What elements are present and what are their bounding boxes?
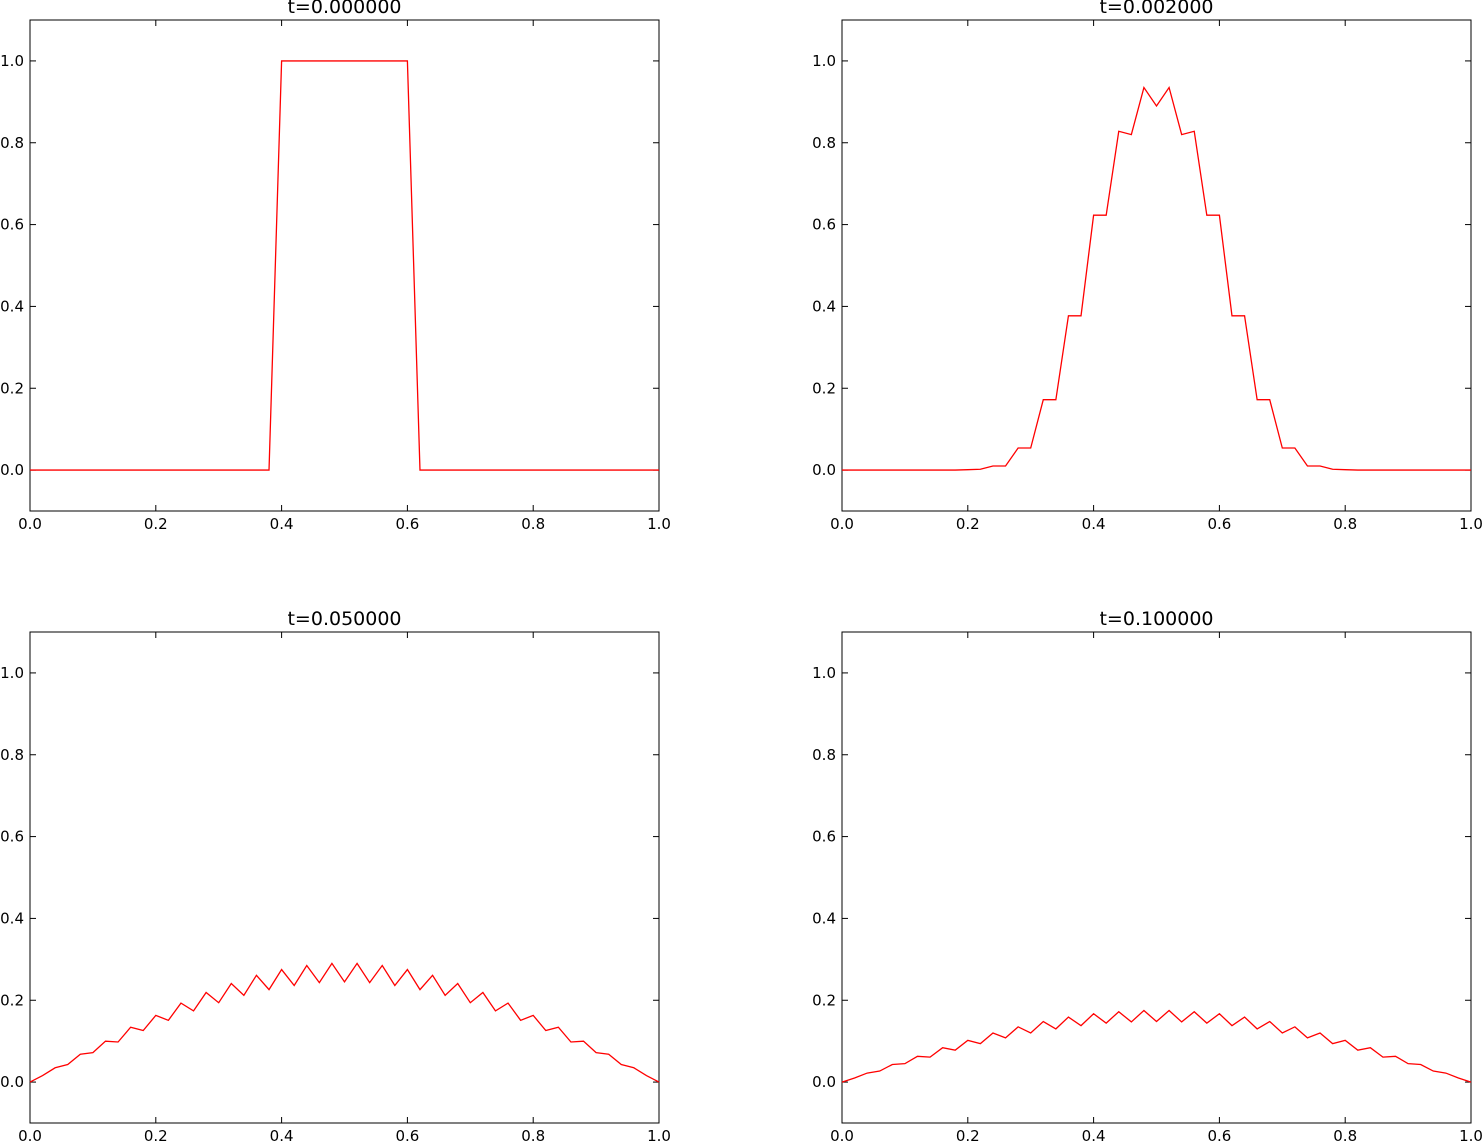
- subplot-1-xtick-label: 0.0: [18, 515, 42, 533]
- subplot-3-xtick-label: 1.0: [647, 1127, 671, 1141]
- subplot-4: t=0.100000 0.0 0.2 0.4 0.6 0.8 1.0 0.0 0.2 0.4 0.…: [812, 608, 1483, 1141]
- subplot-3-xtick-label: 0.8: [521, 1127, 545, 1141]
- subplot-1-title: t=0.000000: [287, 0, 401, 18]
- subplot-4-axes-frame: [841, 631, 1472, 1124]
- subplot-2-ytick-label: 0.2: [812, 379, 836, 397]
- subplot-2-xtick-label: 0.6: [1207, 515, 1231, 533]
- subplot-1-ytick-label: 0.2: [0, 379, 24, 397]
- subplot-3-ytick-label: 0.2: [0, 991, 24, 1009]
- subplot-1-ytick-label: 0.0: [0, 461, 24, 479]
- subplot-4-ytick-label: 0.4: [812, 909, 836, 927]
- subplot-1-xtick-label: 1.0: [647, 515, 671, 533]
- subplot-3-ytick-label: 0.6: [0, 828, 24, 846]
- subplot-4-xtick-label: 0.6: [1207, 1127, 1231, 1141]
- subplot-4-title: t=0.100000: [1099, 608, 1213, 630]
- subplot-2-ytick-label: 0.4: [812, 297, 836, 315]
- subplot-4-xtick-label: 0.2: [956, 1127, 980, 1141]
- subplot-4-ytick-label: 0.6: [812, 828, 836, 846]
- subplot-3-series-line: [29, 962, 660, 1083]
- subplot-2-ytick-label: 1.0: [812, 52, 836, 70]
- subplot-4-ytick-label: 0.2: [812, 991, 836, 1009]
- subplot-4-series-line: [841, 1009, 1472, 1083]
- subplot-2-xtick-label: 0.0: [830, 515, 854, 533]
- subplot-1-xtick-label: 0.6: [395, 515, 419, 533]
- subplot-2-ytick-label: 0.6: [812, 216, 836, 234]
- subplot-3-ytick-label: 0.8: [0, 746, 24, 764]
- subplot-4-ytick-label: 0.8: [812, 746, 836, 764]
- subplot-2-xtick-label: 0.4: [1082, 515, 1106, 533]
- subplot-3-title: t=0.050000: [287, 608, 401, 630]
- subplot-4-xtick-label: 0.0: [830, 1127, 854, 1141]
- subplot-1-series-line: [30, 60, 659, 471]
- subplot-3-ytick-label: 0.0: [0, 1073, 24, 1091]
- subplot-2-title: t=0.002000: [1099, 0, 1213, 18]
- subplot-2: t=0.002000 0.0 0.2 0.4 0.6 0.8 1.0 0.0 0.2 0.4 0.…: [812, 0, 1483, 533]
- subplot-1-ytick-label: 1.0: [0, 52, 24, 70]
- subplot-4-xtick-label: 0.4: [1082, 1127, 1106, 1141]
- subplot-3-ytick-label: 0.4: [0, 909, 24, 927]
- subplot-1-ytick-label: 0.6: [0, 216, 24, 234]
- subplot-3-axes-frame: [29, 631, 660, 1124]
- subplot-3-xtick-label: 0.6: [395, 1127, 419, 1141]
- subplot-4-ytick-label: 1.0: [812, 664, 836, 682]
- subplot-2-xtick-label: 0.2: [956, 515, 980, 533]
- subplot-2-xtick-label: 0.8: [1333, 515, 1357, 533]
- subplot-2-xtick-label: 1.0: [1459, 515, 1483, 533]
- subplot-2-ytick-label: 0.8: [812, 134, 836, 152]
- subplot-2-series-line: [842, 85, 1471, 471]
- subplot-3-xtick-label: 0.2: [144, 1127, 168, 1141]
- subplot-3-xtick-label: 0.0: [18, 1127, 42, 1141]
- subplot-1-ytick-label: 0.8: [0, 134, 24, 152]
- subplot-1-xtick-label: 0.8: [521, 515, 545, 533]
- subplot-1-ytick-label: 0.4: [0, 297, 24, 315]
- subplot-1: t=0.000000 0.0 0.2 0.4 0.6 0.8 1.0 0.0 0.2 0.4 0.…: [0, 0, 671, 533]
- subplot-1-xtick-label: 0.4: [270, 515, 294, 533]
- subplot-2-axes-frame: [841, 19, 1472, 512]
- subplot-3: t=0.050000 0.0 0.2 0.4 0.6 0.8 1.0 0.0 0.2 0.4 0.…: [0, 608, 671, 1141]
- subplot-1-xtick-label: 0.2: [144, 515, 168, 533]
- subplot-3-xtick-label: 0.4: [270, 1127, 294, 1141]
- subplot-4-xtick-label: 0.8: [1333, 1127, 1357, 1141]
- subplot-1-axes-frame: [29, 19, 660, 512]
- subplot-4-xtick-label: 1.0: [1459, 1127, 1483, 1141]
- subplot-4-ytick-label: 0.0: [812, 1073, 836, 1091]
- subplot-2-ytick-label: 0.0: [812, 461, 836, 479]
- subplot-3-ytick-label: 1.0: [0, 664, 24, 682]
